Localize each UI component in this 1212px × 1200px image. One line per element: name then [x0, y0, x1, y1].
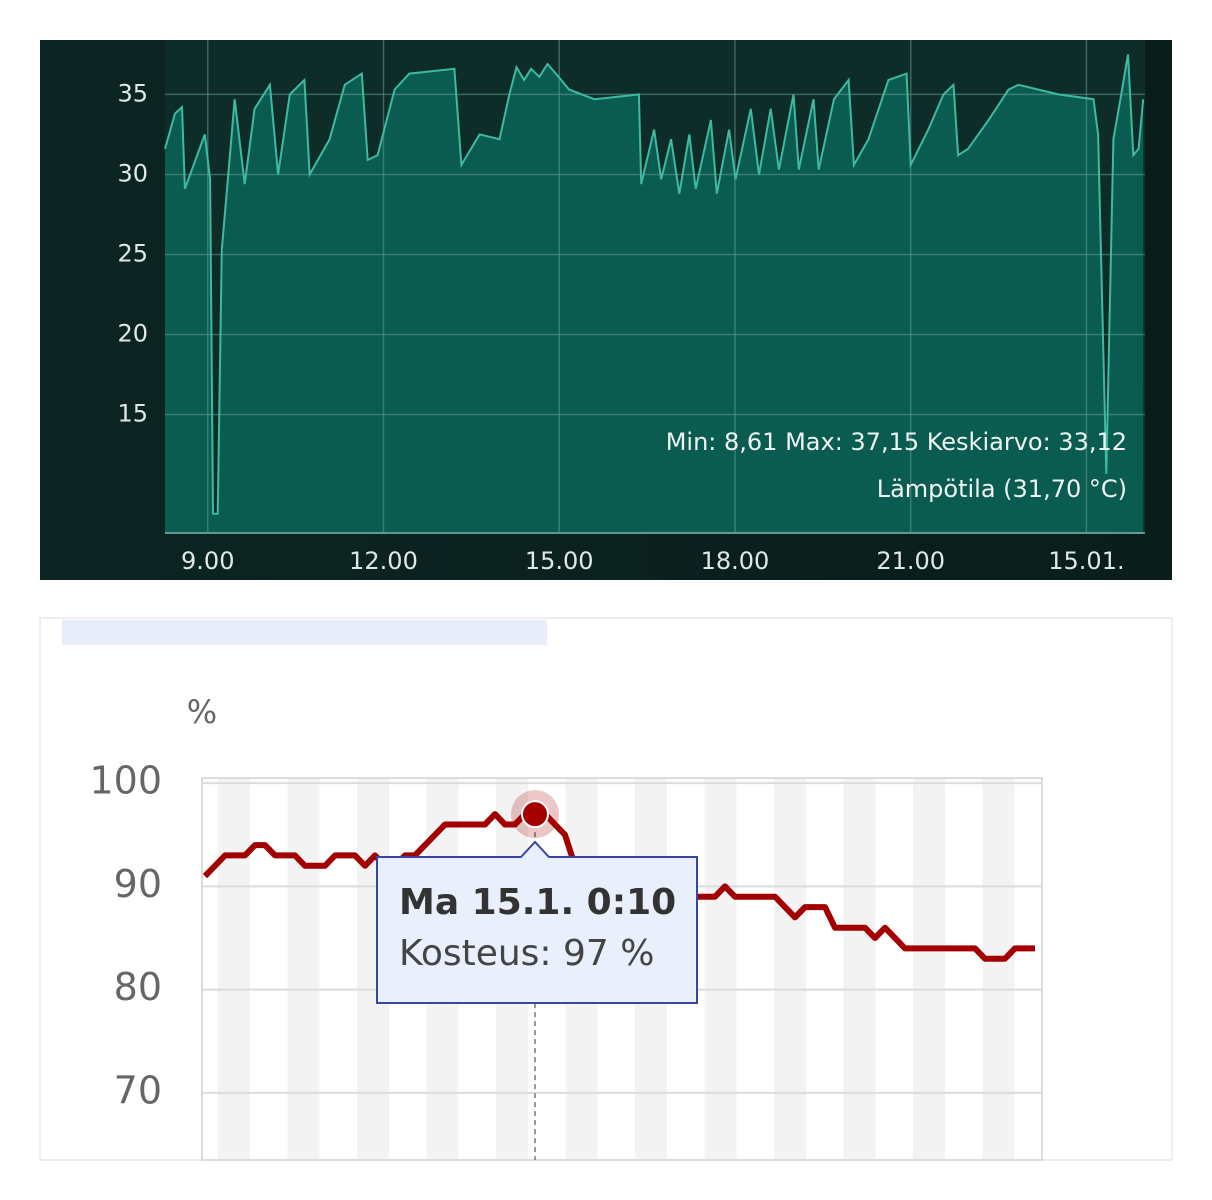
y-tick-label: 30 — [117, 159, 148, 187]
stripe — [218, 778, 250, 1160]
stripe — [287, 778, 320, 1160]
x-tick-label: 21.00 — [876, 547, 945, 575]
plot-frame — [201, 777, 1043, 1161]
tab-bar — [62, 620, 547, 645]
y-tick-label: 80 — [114, 965, 162, 1009]
stripe — [913, 778, 945, 1160]
y-tick-label: 15 — [117, 400, 148, 428]
y-tick-label: 35 — [117, 79, 148, 107]
x-tick-label: 12.00 — [349, 547, 418, 575]
stats-annotation: Min: 8,61 Max: 37,15 Keskiarvo: 33,12 — [666, 428, 1127, 456]
hover-point — [521, 800, 549, 829]
x-tick-label: 18.00 — [701, 547, 770, 575]
stripe — [843, 778, 876, 1160]
stripe — [774, 778, 806, 1160]
tooltip-box — [376, 840, 698, 1004]
y-tick-label: 20 — [117, 320, 148, 348]
stripe — [982, 778, 1015, 1160]
y-tick-label: 90 — [114, 862, 162, 906]
area-line — [164, 54, 1145, 515]
stripe — [704, 778, 737, 1160]
y-tick-label: 25 — [117, 239, 148, 267]
tooltip-text: Kosteus: 97 % — [399, 933, 654, 974]
tooltip-title: Ma 15.1. 0:10 — [399, 882, 676, 923]
y-axis-label: % — [187, 693, 217, 731]
y-tick-label: 100 — [89, 759, 162, 803]
y-tick-label: 70 — [114, 1068, 162, 1112]
x-tick-label: 15.00 — [525, 547, 594, 575]
x-tick-label: 15.01. — [1048, 547, 1124, 575]
legend-annotation: Lämpötila (31,70 °C) — [877, 475, 1127, 503]
x-tick-label: 9.00 — [181, 547, 234, 575]
